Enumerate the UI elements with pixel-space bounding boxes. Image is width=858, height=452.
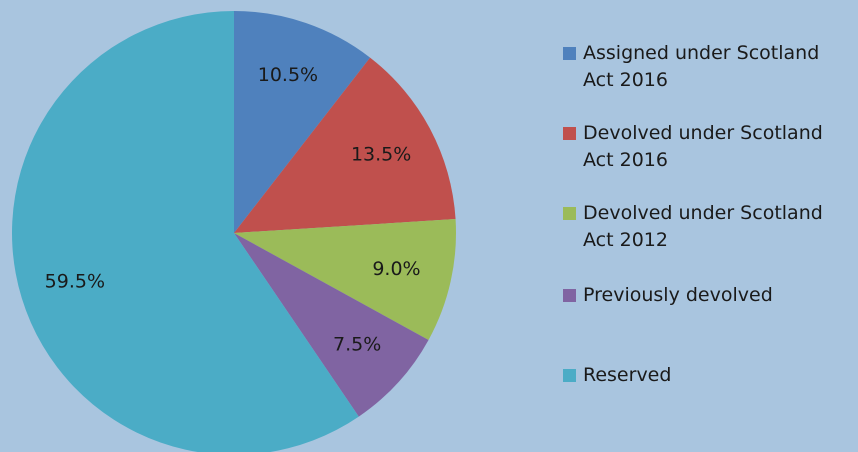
data-label: 59.5% xyxy=(45,270,105,292)
legend-item: Assigned under Scotland Act 2016 xyxy=(563,40,853,94)
pie-slice xyxy=(234,233,429,417)
pie-slice xyxy=(234,57,456,233)
pie-slice xyxy=(12,11,359,452)
legend-swatch xyxy=(563,47,576,60)
legend-label: Previously devolved xyxy=(583,284,773,306)
legend-label: Devolved under Scotland Act 2016 xyxy=(583,122,823,171)
pie-slice xyxy=(234,219,456,340)
legend-item: Devolved under Scotland Act 2016 xyxy=(563,120,853,174)
legend-item: Devolved under Scotland Act 2012 xyxy=(563,200,853,254)
data-label: 7.5% xyxy=(333,334,381,356)
pie-slice xyxy=(234,11,371,233)
data-label: 9.0% xyxy=(372,258,420,280)
data-label: 13.5% xyxy=(351,144,411,166)
legend-label: Assigned under Scotland Act 2016 xyxy=(583,42,820,91)
legend-item: Reserved xyxy=(563,362,853,389)
legend-swatch xyxy=(563,369,576,382)
legend-label: Reserved xyxy=(583,364,672,386)
data-label: 10.5% xyxy=(258,64,318,86)
legend-swatch xyxy=(563,289,576,302)
legend-label: Devolved under Scotland Act 2012 xyxy=(583,202,823,251)
legend-item: Previously devolved xyxy=(563,282,853,309)
legend-swatch xyxy=(563,127,576,140)
legend-swatch xyxy=(563,207,576,220)
